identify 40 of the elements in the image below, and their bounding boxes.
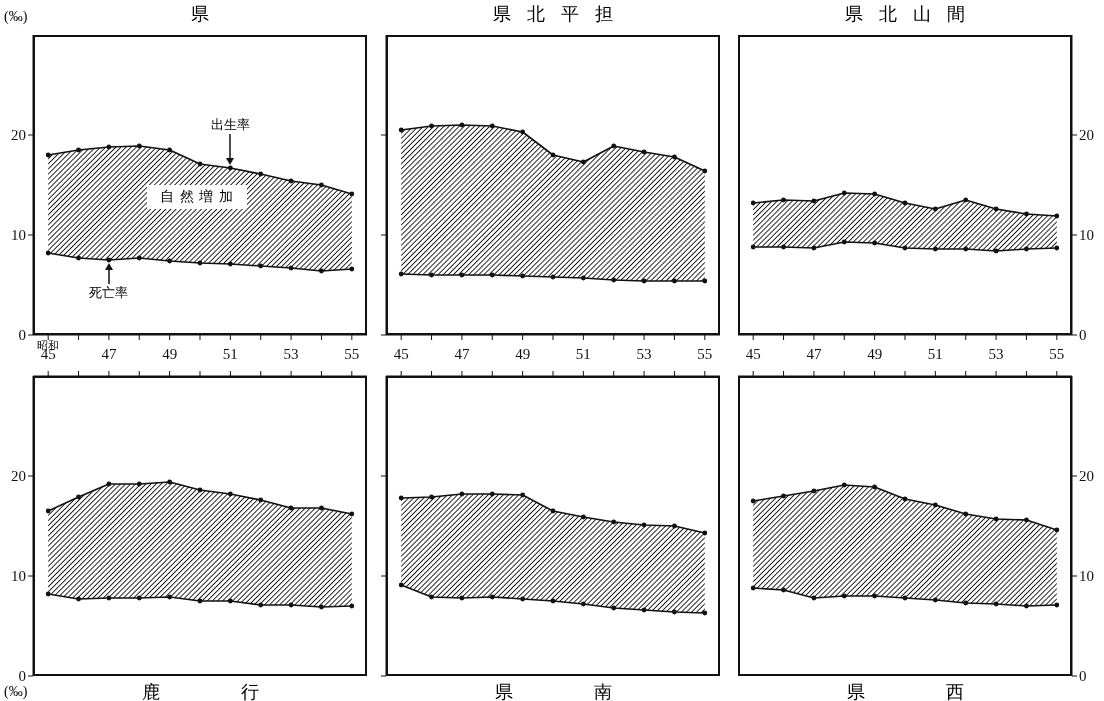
x-tick-label: 49: [515, 346, 531, 362]
chart-title: 県: [190, 3, 227, 26]
x-tick-label: 49: [162, 346, 178, 362]
chart-title: 県北平担: [491, 3, 631, 26]
annotation: 自然増加: [146, 185, 247, 209]
x-tick-label: 55: [344, 346, 360, 362]
x-tick-label: 45: [745, 346, 761, 362]
y-tick-label: 20: [11, 468, 26, 485]
y-tick-label: 0: [18, 668, 26, 685]
y-tick-label: 20: [1079, 468, 1094, 485]
x-tick-label: 53: [988, 346, 1004, 362]
x-tick-label: 51: [575, 346, 591, 362]
y-tick-label: 0: [18, 327, 26, 344]
annotation: 出生率: [209, 116, 251, 134]
text: 県西: [845, 681, 1046, 701]
y-tick-label: 0: [1079, 327, 1087, 344]
y-tick-label: 10: [11, 568, 26, 585]
annotation: 死亡率: [88, 284, 130, 302]
x-tick-label: 47: [806, 346, 822, 362]
x-tick-label: 45: [393, 346, 409, 362]
text: 県南: [493, 681, 694, 701]
x-tick-label: 53: [636, 346, 652, 362]
x-tick-label: 55: [697, 346, 713, 362]
y-tick-label: 20: [1079, 127, 1094, 144]
x-tick-label: 51: [222, 346, 238, 362]
x-tick-label: 51: [927, 346, 943, 362]
y-tick-label: 0: [1079, 668, 1087, 685]
x-tick-label: 47: [454, 346, 470, 362]
x-tick-label: 53: [283, 346, 299, 362]
x-tick-label: 55: [1049, 346, 1065, 362]
x-tick-label: 47: [101, 346, 117, 362]
y-tick-label: 20: [11, 127, 26, 144]
y-tick-label: 10: [1079, 568, 1094, 585]
chart-title: 県北山間: [843, 3, 983, 26]
x-tick-label: 49: [867, 346, 883, 362]
text: 鹿行: [140, 681, 341, 701]
y-axis-title: (‰): [4, 9, 28, 25]
y-tick-label: 10: [1079, 227, 1094, 244]
y-axis-title: (‰): [4, 684, 28, 700]
y-tick-label: 10: [11, 227, 26, 244]
